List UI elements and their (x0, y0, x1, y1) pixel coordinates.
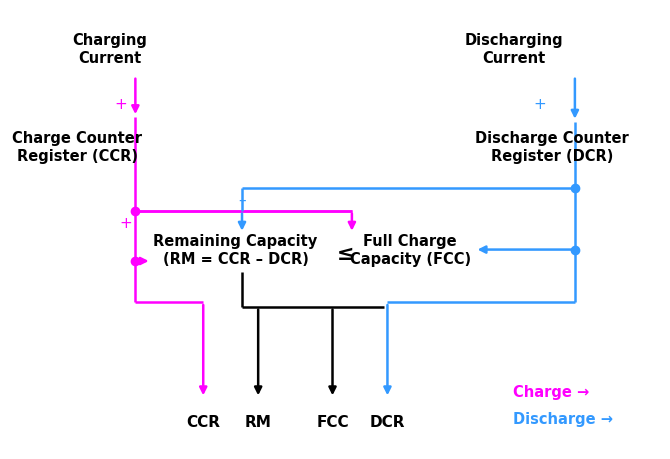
Text: Discharge Counter
Register (DCR): Discharge Counter Register (DCR) (476, 131, 629, 163)
Text: FCC: FCC (316, 414, 349, 429)
Text: ≤: ≤ (337, 243, 354, 263)
Text: Full Charge
Capacity (FCC): Full Charge Capacity (FCC) (350, 234, 470, 266)
Text: Charge Counter
Register (CCR): Charge Counter Register (CCR) (12, 131, 142, 163)
Text: Charge →: Charge → (513, 384, 590, 399)
Text: +: + (114, 96, 127, 112)
Text: Discharging
Current: Discharging Current (464, 33, 563, 66)
Text: +: + (119, 215, 132, 230)
Text: DCR: DCR (370, 414, 405, 429)
Text: CCR: CCR (186, 414, 220, 429)
Text: +: + (533, 96, 545, 112)
Text: Charging
Current: Charging Current (72, 33, 147, 66)
Text: –: – (239, 192, 246, 207)
Text: Discharge →: Discharge → (513, 411, 614, 426)
Text: RM: RM (245, 414, 271, 429)
Text: Remaining Capacity
(RM = CCR – DCR): Remaining Capacity (RM = CCR – DCR) (153, 234, 318, 266)
